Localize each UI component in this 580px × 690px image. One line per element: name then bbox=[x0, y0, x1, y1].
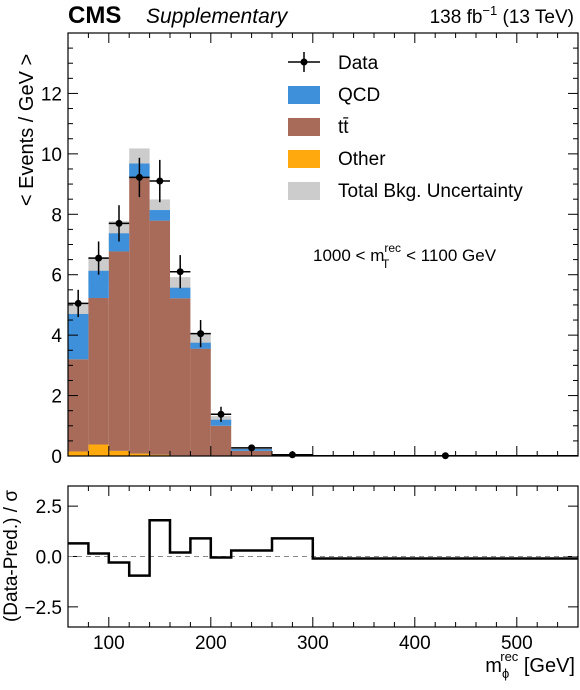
ratio-xtick-label-300: 300 bbox=[297, 633, 329, 654]
data-point-5 bbox=[177, 268, 184, 275]
legend-entry-qcd: QCD bbox=[288, 85, 380, 106]
data-point-3 bbox=[136, 174, 143, 181]
bar-tt-bin-2 bbox=[109, 251, 129, 450]
bar-tt-bin-0 bbox=[68, 359, 88, 451]
data-point-1 bbox=[95, 255, 102, 262]
bar-qcd-bin-1 bbox=[88, 271, 108, 298]
legend-swatch-other bbox=[288, 150, 320, 168]
data-point-0 bbox=[75, 300, 82, 307]
experiment-label: CMS bbox=[68, 2, 121, 29]
bar-qcd-bin-4 bbox=[150, 210, 170, 221]
legend-label-qcd: QCD bbox=[338, 85, 380, 106]
legend-swatch-ttbar bbox=[288, 118, 320, 136]
legend-swatch-qcd bbox=[288, 86, 320, 104]
legend-data-marker bbox=[301, 59, 308, 66]
bar-tt-bin-1 bbox=[88, 298, 108, 445]
bar-qcd-bin-5 bbox=[170, 288, 190, 299]
bar-other-bin-2 bbox=[109, 451, 129, 456]
ratio-ytick-label-1: 0.0 bbox=[36, 548, 62, 569]
main-ytick-label-4: 4 bbox=[51, 326, 62, 347]
ratio-xtick-label-400: 400 bbox=[399, 633, 431, 654]
legend-label-ttbar: tt̄ bbox=[338, 117, 349, 138]
bar-tt-bin-5 bbox=[170, 298, 190, 455]
data-point-2 bbox=[116, 220, 123, 227]
main-ytick-label-10: 10 bbox=[41, 145, 62, 166]
legend-entry-data: Data bbox=[288, 52, 379, 74]
main-ytick-label-2: 2 bbox=[51, 387, 62, 408]
main-y-axis-label: < Events / GeV > bbox=[16, 54, 38, 206]
status-tag: Supplementary bbox=[146, 5, 289, 28]
ratio-xtick-label-200: 200 bbox=[195, 633, 227, 654]
data-point-8 bbox=[248, 444, 255, 451]
legend-entry-uncertainty: Total Bkg. Uncertainty bbox=[288, 181, 523, 202]
ratio-ytick-label-2: 2.5 bbox=[36, 497, 62, 518]
bar-tt-bin-4 bbox=[150, 221, 170, 455]
ratio-pull-histogram bbox=[68, 520, 578, 575]
legend-label-uncertainty: Total Bkg. Uncertainty bbox=[338, 181, 523, 202]
legend-swatch-uncertainty bbox=[288, 182, 320, 200]
bar-qcd-bin-0 bbox=[68, 314, 88, 359]
data-point-7 bbox=[218, 411, 225, 418]
luminosity-label: 138 fb−1 (13 TeV) bbox=[430, 3, 574, 28]
bar-tt-bin-3 bbox=[129, 178, 149, 454]
data-point-4 bbox=[156, 178, 163, 185]
main-ytick-label-6: 6 bbox=[51, 266, 62, 287]
ratio-ytick-label-0: −2.5 bbox=[24, 598, 62, 619]
legend-entry-other: Other bbox=[288, 149, 386, 170]
main-ytick-label-8: 8 bbox=[51, 205, 62, 226]
main-ytick-label-12: 12 bbox=[41, 84, 62, 105]
ratio-step-line bbox=[68, 520, 578, 575]
legend-entry-ttbar: tt̄ bbox=[288, 117, 349, 138]
legend: Data QCD tt̄ Other Total Bkg. Uncertaint… bbox=[288, 52, 523, 202]
bar-other-bin-0 bbox=[68, 451, 88, 456]
data-point-6 bbox=[197, 330, 204, 337]
bar-tt-bin-6 bbox=[190, 349, 210, 456]
legend-label-data: Data bbox=[338, 53, 379, 74]
bar-other-bin-1 bbox=[88, 445, 108, 456]
legend-label-other: Other bbox=[338, 149, 386, 170]
ratio-y-axis-label: (Data-Pred.) / σ bbox=[1, 490, 22, 622]
bar-tt-bin-7 bbox=[211, 426, 231, 456]
main-ytick-label-0: 0 bbox=[51, 447, 62, 468]
ratio-xtick-label-100: 100 bbox=[93, 633, 125, 654]
